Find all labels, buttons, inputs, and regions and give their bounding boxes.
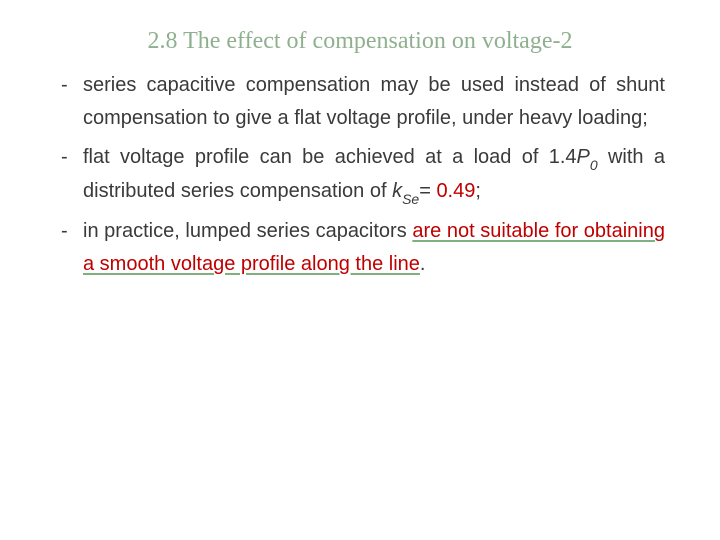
- slide-title: 2.8 The effect of compensation on voltag…: [55, 28, 665, 55]
- b2-post: ;: [475, 180, 481, 202]
- b2-val: 0.49: [436, 180, 475, 202]
- slide-container: 2.8 The effect of compensation on voltag…: [0, 0, 720, 540]
- b2-P: P: [577, 146, 590, 168]
- b2-kSe: Se: [402, 191, 419, 207]
- b2-pre: flat voltage profile can be achieved at …: [83, 146, 577, 168]
- b2-k: k: [392, 180, 402, 202]
- b2-P0: 0: [590, 157, 598, 173]
- b2-eq: =: [419, 180, 436, 202]
- bullet-item-2: flat voltage profile can be achieved at …: [55, 141, 665, 209]
- bullet-list: series capacitive compensation may be us…: [55, 69, 665, 281]
- b3-post: .: [420, 253, 426, 275]
- b3-pre: in practice, lumped series capacitors: [83, 220, 412, 242]
- bullet-item-1: series capacitive compensation may be us…: [55, 69, 665, 135]
- bullet-item-3: in practice, lumped series capacitors ar…: [55, 215, 665, 281]
